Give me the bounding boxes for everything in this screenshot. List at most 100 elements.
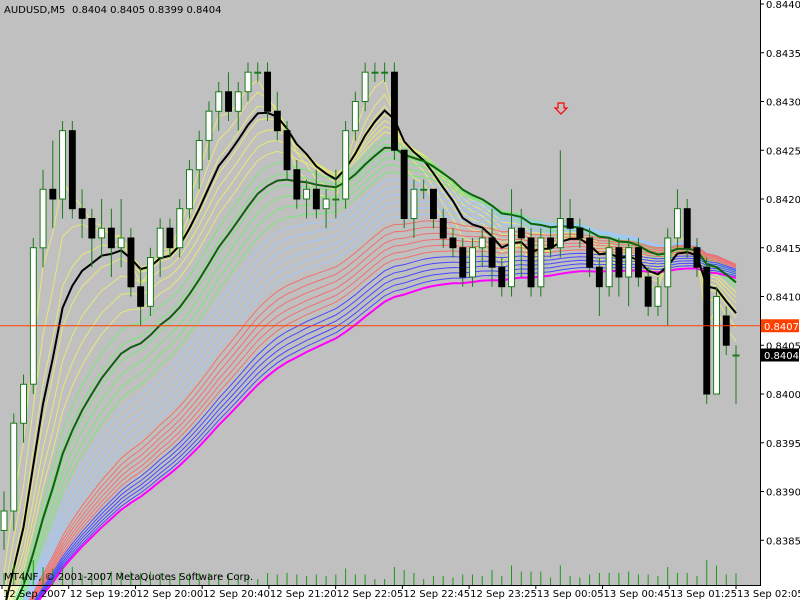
- x-tick-label: 13 Sep 00:45: [604, 589, 671, 600]
- candle-body: [312, 188, 320, 210]
- ma-line: [30, 244, 737, 604]
- candle-body: [283, 130, 291, 171]
- right-axis-border: [760, 0, 761, 585]
- candle-body: [176, 208, 184, 249]
- candle-body: [498, 266, 506, 288]
- down-arrow-icon: [553, 102, 569, 115]
- bottom-axis-border: [0, 585, 761, 586]
- candle-body: [400, 149, 408, 219]
- candles: [0, 62, 740, 550]
- candle-body: [371, 71, 379, 74]
- candle-body: [234, 91, 242, 112]
- ma-line: [32, 256, 737, 604]
- ma-line: [28, 232, 737, 604]
- candle-body: [156, 227, 164, 258]
- ma-line: [30, 249, 737, 604]
- candle-body: [293, 169, 301, 200]
- candle-body: [664, 237, 672, 288]
- candle-body: [98, 227, 106, 239]
- last-price-tag: 0.8404: [761, 348, 799, 362]
- candle-body: [49, 188, 57, 200]
- y-tick-label: 0.8405: [766, 341, 800, 352]
- x-tick-label: 12 Sep 20:00: [136, 589, 203, 600]
- candle-body: [264, 71, 272, 112]
- ma-line: [25, 213, 737, 604]
- x-tick-label: 12 Sep 22:05: [337, 589, 404, 600]
- x-tick-label: 12 Sep 23:25: [470, 589, 537, 600]
- candle-body: [29, 247, 37, 385]
- candle-body: [605, 247, 613, 288]
- candle-body: [127, 237, 135, 288]
- candle-body: [117, 237, 125, 249]
- candle-body: [20, 383, 28, 424]
- y-tick-label: 0.8410: [766, 293, 800, 304]
- last-price-label: 0.8404: [764, 351, 799, 362]
- y-tick-label: 0.8400: [766, 390, 800, 401]
- x-tick-label: 12 Sep 21:20: [270, 589, 337, 600]
- candle-body: [430, 188, 437, 220]
- copyright-text: MT4NF, © 2001-2007 MetaQuotes Software C…: [4, 572, 253, 583]
- candle-body: [215, 91, 223, 112]
- ma-line: [23, 193, 737, 604]
- candle-body: [644, 276, 652, 307]
- candle-body: [615, 247, 623, 278]
- candle-body: [517, 227, 525, 239]
- candle-body: [703, 266, 711, 395]
- hline-price-tag: 0.8407: [761, 319, 799, 333]
- ma-line: [35, 267, 737, 604]
- candle-body: [527, 237, 535, 288]
- candle-body: [78, 208, 86, 219]
- candle-body: [10, 422, 18, 512]
- x-tick-label: 13 Sep 01:25: [670, 589, 737, 600]
- moving-average-fan: [3, 78, 737, 604]
- candle-body: [635, 247, 642, 278]
- candle-body: [625, 247, 633, 278]
- candle-body: [391, 71, 398, 151]
- y-tick-label: 0.8440: [766, 0, 800, 11]
- candle-body: [537, 237, 545, 288]
- candle-body: [361, 71, 369, 102]
- candle-body: [39, 188, 47, 249]
- candle-body: [566, 218, 574, 229]
- candle-body: [225, 91, 233, 112]
- candle-body: [674, 208, 681, 239]
- candle-body: [195, 140, 203, 171]
- y-tick-label: 0.8415: [766, 244, 800, 255]
- candle-body: [713, 296, 720, 395]
- candle-body: [273, 110, 281, 132]
- chart-header-ohlc: 0.8404 0.8405 0.8399 0.8404: [72, 5, 222, 16]
- candle-body: [351, 101, 359, 132]
- x-tick-label: 12 Sep 20:40: [203, 589, 270, 600]
- candle-body: [722, 315, 730, 346]
- hline-price-label: 0.8407: [764, 322, 799, 333]
- candle-body: [59, 130, 66, 200]
- x-tick-label: 12 Sep 19:20: [70, 589, 137, 600]
- candle-body: [205, 110, 213, 141]
- candle-body: [0, 510, 8, 531]
- candle-body: [439, 218, 447, 239]
- candle-body: [732, 354, 740, 357]
- ma-line: [34, 265, 737, 604]
- ma-line: [23, 200, 737, 604]
- ma-slow-line: [13, 146, 737, 604]
- candle-body: [586, 237, 594, 268]
- arrow-shape: [553, 102, 569, 115]
- candle-body: [322, 198, 330, 210]
- y-tick-label: 0.8390: [766, 488, 800, 499]
- candle-body: [488, 237, 496, 268]
- ma-fast-line: [4, 109, 737, 604]
- candle-body: [88, 218, 96, 239]
- candle-body: [420, 188, 428, 191]
- candle-body: [186, 169, 193, 210]
- candle-body: [547, 237, 554, 249]
- time-axis: 12 Sep 2007 12 Sep 19:20 12 Sep 20:00 12 Se…: [1, 585, 800, 600]
- y-tick-label: 0.8395: [766, 439, 800, 450]
- y-tick-label: 0.8435: [766, 49, 800, 60]
- x-tick-label: 12 Sep 2007: [3, 589, 66, 600]
- volume-bars: [3, 560, 737, 585]
- y-tick-label: 0.8425: [766, 146, 800, 157]
- candle-body: [107, 227, 115, 249]
- candle-body: [556, 218, 564, 249]
